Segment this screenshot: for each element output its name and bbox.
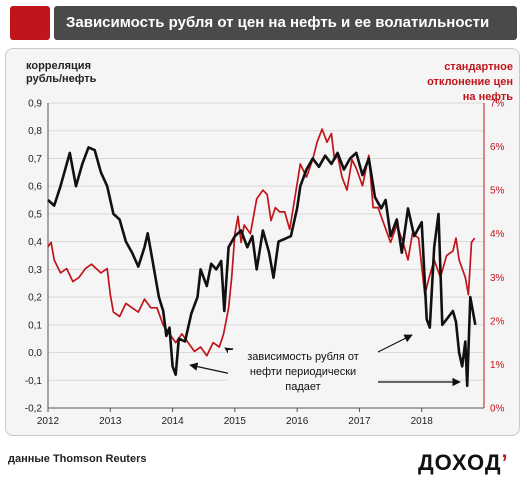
right-axis-title: стандартное отклонение цен на нефть <box>427 60 513 105</box>
left-tick-label: 0,4 <box>28 237 42 248</box>
volatility-series-line <box>47 128 476 357</box>
right-axis-title-line: на нефть <box>462 91 513 103</box>
left-tick-label: 0,6 <box>28 182 42 193</box>
right-tick-label: 5% <box>490 186 505 197</box>
right-tick-label: 3% <box>490 273 505 284</box>
left-tick-label: 0,7 <box>28 154 42 165</box>
right-tick-label: 6% <box>490 142 505 153</box>
x-tick-label: 2012 <box>37 416 60 427</box>
left-axis-title-line: рубль/нефть <box>26 73 97 85</box>
x-tick-label: 2013 <box>99 416 122 427</box>
right-tick-label: 2% <box>490 316 505 327</box>
x-tick-label: 2017 <box>348 416 371 427</box>
left-tick-label: 0,2 <box>28 293 42 304</box>
arrow-to-2018-dip <box>377 334 413 353</box>
left-tick-label: 0,9 <box>28 99 42 110</box>
left-tick-label: 0,5 <box>28 209 42 220</box>
header: Зависимость рубля от цен на нефть и ее в… <box>10 6 517 40</box>
annotation-line: зависимость рубля от <box>247 351 359 363</box>
x-tick-label: 2016 <box>286 416 309 427</box>
source-note: данные Thomson Reuters <box>8 453 147 465</box>
left-tick-label: 0,8 <box>28 126 42 137</box>
right-tick-label: 0% <box>490 404 505 415</box>
annotation-line: падает <box>285 381 321 393</box>
left-tick-label: -0,1 <box>25 376 43 387</box>
x-tick-label: 2018 <box>411 416 434 427</box>
logo-text: ДОХОД <box>418 450 502 475</box>
correlation-series-line <box>47 146 477 388</box>
page-title: Зависимость рубля от цен на нефть и ее в… <box>54 6 517 40</box>
left-axis-title-line: корреляция <box>26 60 91 72</box>
right-axis-title-line: стандартное <box>444 61 513 73</box>
right-tick-label: 1% <box>490 360 505 371</box>
left-axis-title: корреляция рубль/нефть <box>26 60 96 86</box>
logo-mark: ’ <box>501 450 509 475</box>
right-tick-label: 4% <box>490 229 505 240</box>
x-tick-label: 2015 <box>224 416 247 427</box>
left-tick-label: 0,0 <box>28 348 42 359</box>
left-tick-label: 0,1 <box>28 320 42 331</box>
header-accent-square <box>10 6 50 40</box>
annotation-line: нефти периодически <box>249 366 357 378</box>
right-tick-label: 7% <box>490 99 505 110</box>
right-axis-title-line: отклонение цен <box>427 76 513 88</box>
logo: ДОХОД’ <box>418 450 509 476</box>
annotation-text: зависимость рубля от нефти периодически … <box>228 350 378 395</box>
left-tick-label: 0,3 <box>28 265 42 276</box>
x-tick-label: 2014 <box>161 416 184 427</box>
left-tick-label: -0,2 <box>25 404 43 415</box>
